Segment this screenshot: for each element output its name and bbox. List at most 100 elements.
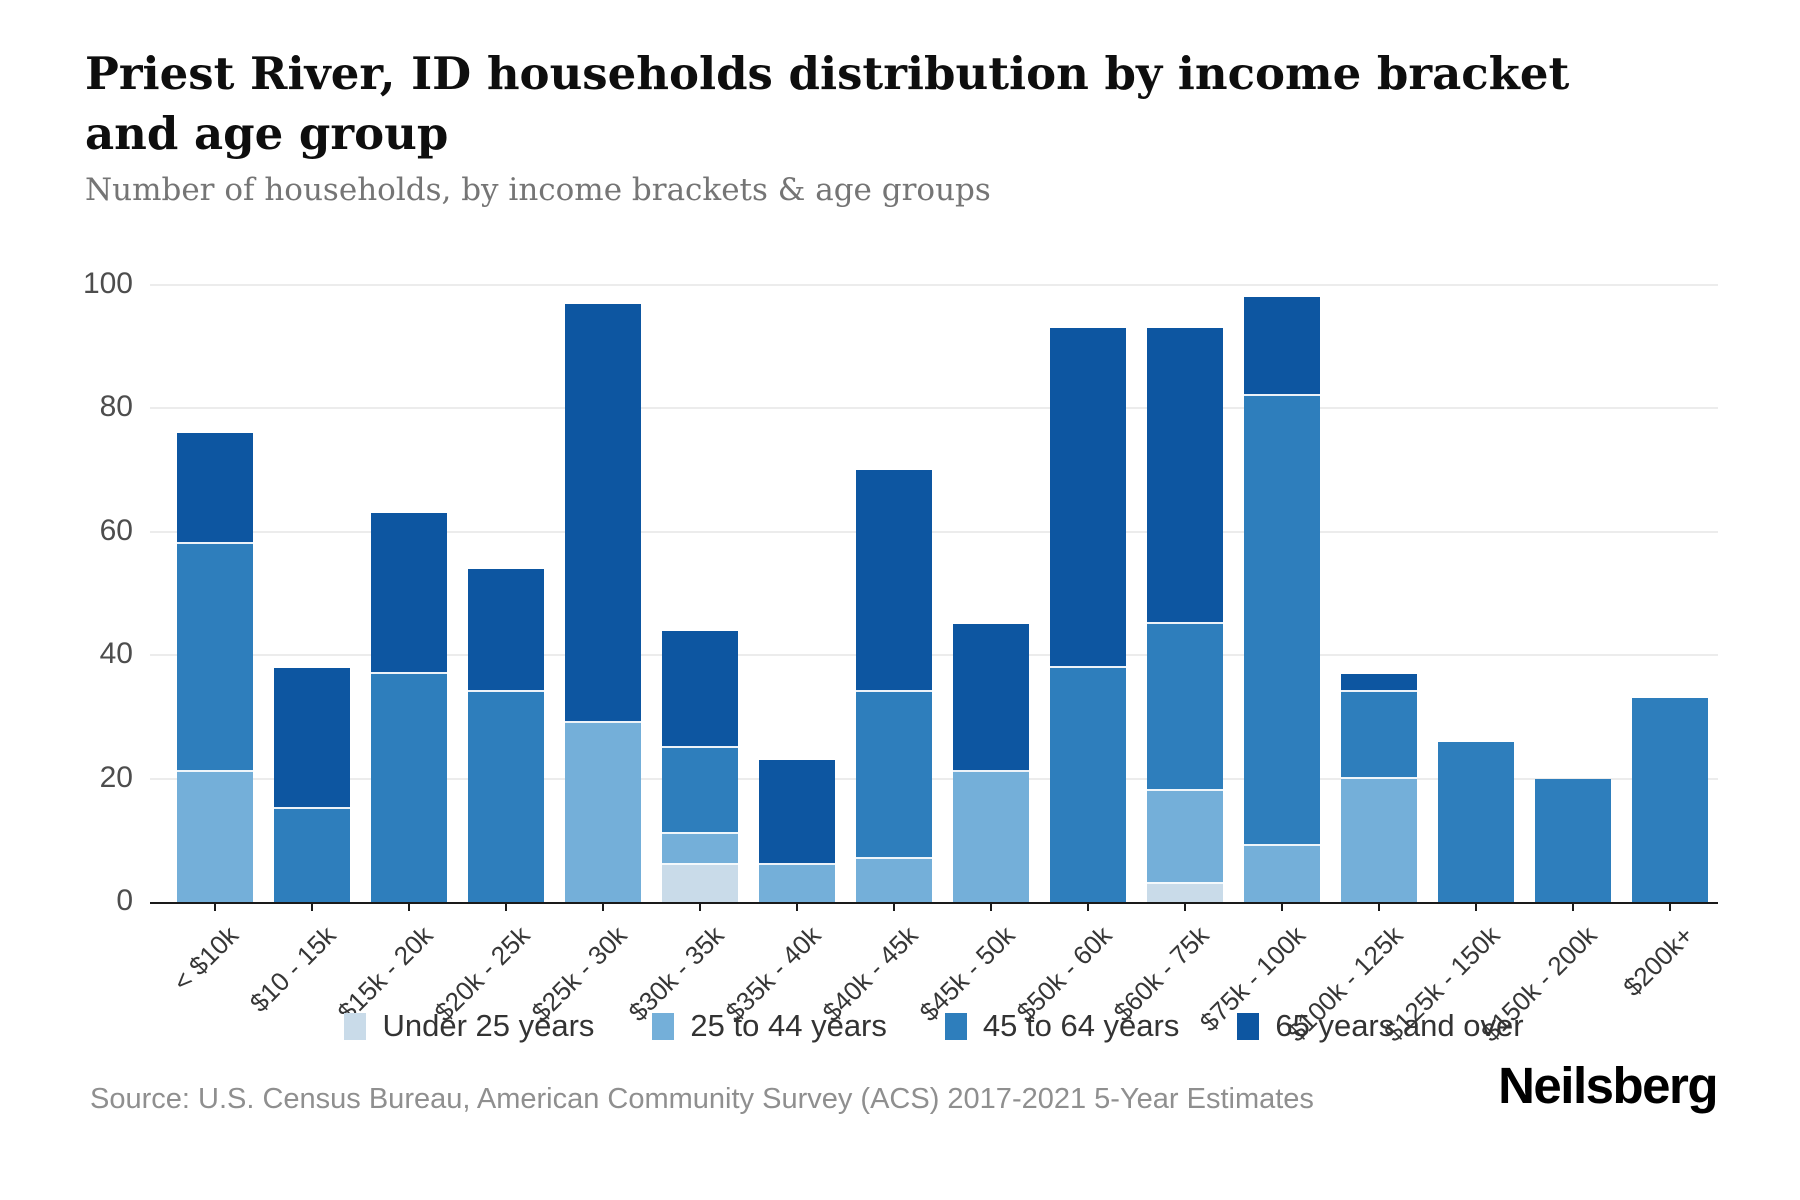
bar-segment-25 to 44 years[interactable] xyxy=(1244,846,1320,902)
bar-segment-45 to 64 years[interactable] xyxy=(1050,667,1126,902)
gridline-y-80 xyxy=(150,407,1718,410)
bar-segment-65 years and over[interactable] xyxy=(856,470,932,693)
x-axis-tick xyxy=(505,902,507,911)
legend-label: 65 years and over xyxy=(1275,1008,1524,1043)
bar-segment-65 years and over[interactable] xyxy=(1341,673,1417,693)
bar-segment-65 years and over[interactable] xyxy=(1050,328,1126,668)
bar-segment-25 to 44 years[interactable] xyxy=(759,864,835,902)
x-axis-tick xyxy=(1087,902,1089,911)
bar-segment-65 years and over[interactable] xyxy=(1147,328,1223,625)
bar-segment-45 to 64 years[interactable] xyxy=(177,544,253,773)
y-axis-tick-label: 80 xyxy=(99,390,133,424)
gridline-y-60 xyxy=(150,530,1718,533)
bar-segment-45 to 64 years[interactable] xyxy=(1244,396,1320,847)
stacked-bar-$20k - 25k[interactable] xyxy=(468,285,544,902)
bar-segment-25 to 44 years[interactable] xyxy=(565,723,641,902)
legend-label: 45 to 64 years xyxy=(982,1008,1180,1043)
x-axis-tick xyxy=(214,902,216,911)
y-axis-tick-label: 40 xyxy=(99,637,133,671)
stacked-bar-< $10k[interactable] xyxy=(177,285,253,902)
stacked-bar-$35k - 40k[interactable] xyxy=(759,285,835,902)
bar-segment-25 to 44 years[interactable] xyxy=(177,772,253,902)
y-axis-tick-label: 20 xyxy=(99,760,133,794)
bar-segment-45 to 64 years[interactable] xyxy=(468,692,544,902)
chart-subtitle: Number of households, by income brackets… xyxy=(85,172,991,208)
chart-title: Priest River, ID households distribution… xyxy=(85,47,1570,160)
stacked-bar-$45k - 50k[interactable] xyxy=(953,285,1029,902)
source-attribution: Source: U.S. Census Bureau, American Com… xyxy=(90,1083,1314,1115)
bar-segment-Under 25 years[interactable] xyxy=(662,864,738,902)
x-axis-line xyxy=(150,902,1718,904)
bar-segment-65 years and over[interactable] xyxy=(371,513,447,674)
gridline-y-40 xyxy=(150,654,1718,657)
plot-area: 0 20 40 60 80 100 < $10k $10 - 15k $15k - 20k $20… xyxy=(83,267,1718,1048)
bar-segment-65 years and over[interactable] xyxy=(565,303,641,724)
legend-item-under-25: Under 25 years xyxy=(344,1008,594,1044)
y-axis-tick-label: 100 xyxy=(82,267,133,300)
bar-segment-25 to 44 years[interactable] xyxy=(1147,790,1223,884)
legend: Under 25 years 25 to 44 years 45 to 64 y… xyxy=(150,1008,1718,1044)
bar-segment-65 years and over[interactable] xyxy=(468,568,544,693)
stacked-bar-$15k - 20k[interactable] xyxy=(371,285,447,902)
legend-label: Under 25 years xyxy=(382,1008,595,1043)
x-axis-tick xyxy=(990,902,992,911)
legend-swatch-65-and-over-icon xyxy=(1237,1012,1260,1040)
bar-segment-45 to 64 years[interactable] xyxy=(1147,624,1223,791)
x-axis-label: $10 - 15k xyxy=(243,920,342,1018)
bar-segment-25 to 44 years[interactable] xyxy=(856,858,932,902)
stacked-bar-$75k - 100k[interactable] xyxy=(1244,285,1320,902)
legend-swatch-25-to-44-icon xyxy=(652,1012,675,1040)
bar-segment-45 to 64 years[interactable] xyxy=(1341,692,1417,779)
x-axis-label: $200k+ xyxy=(1617,920,1700,1003)
x-axis-tick xyxy=(699,902,701,911)
x-axis-tick xyxy=(893,902,895,911)
bar-segment-65 years and over[interactable] xyxy=(274,667,350,810)
bar-segment-65 years and over[interactable] xyxy=(1244,297,1320,397)
gridline-y-20 xyxy=(150,777,1718,780)
legend-label: 25 to 44 years xyxy=(690,1008,887,1043)
y-axis-tick-label: 0 xyxy=(116,884,133,917)
bar-segment-45 to 64 years[interactable] xyxy=(1535,778,1611,902)
bar-segment-25 to 44 years[interactable] xyxy=(662,834,738,865)
legend-swatch-45-to-64-icon xyxy=(944,1012,967,1040)
bar-segment-65 years and over[interactable] xyxy=(662,630,738,748)
bar-segment-Under 25 years[interactable] xyxy=(1147,883,1223,902)
x-axis-tick xyxy=(1475,902,1477,911)
x-axis-tick xyxy=(311,902,313,911)
stacked-bar-$150k - 200k[interactable] xyxy=(1535,285,1611,902)
stacked-bar-$30k - 35k[interactable] xyxy=(662,285,738,902)
bar-segment-65 years and over[interactable] xyxy=(759,760,835,865)
stacked-bar-$125k - 150k[interactable] xyxy=(1438,285,1514,902)
stacked-bar-$60k - 75k[interactable] xyxy=(1147,285,1223,902)
stacked-bar-$50k - 60k[interactable] xyxy=(1050,285,1126,902)
neilsberg-logo: Neilsberg xyxy=(1498,1057,1718,1114)
bar-segment-45 to 64 years[interactable] xyxy=(1438,741,1514,902)
bar-segment-65 years and over[interactable] xyxy=(177,433,253,545)
x-axis-tick xyxy=(1572,902,1574,911)
legend-item-65-and-over: 65 years and over xyxy=(1237,1008,1524,1044)
bar-segment-45 to 64 years[interactable] xyxy=(1632,698,1708,902)
bar-segment-65 years and over[interactable] xyxy=(953,624,1029,773)
stacked-bar-$25k - 30k[interactable] xyxy=(565,285,641,902)
bar-segment-25 to 44 years[interactable] xyxy=(953,772,1029,902)
stacked-bar-$200k+[interactable] xyxy=(1632,285,1708,902)
x-axis-tick xyxy=(1281,902,1283,911)
bar-segment-45 to 64 years[interactable] xyxy=(662,747,738,835)
bar-segment-25 to 44 years[interactable] xyxy=(1341,778,1417,902)
x-axis-tick xyxy=(1184,902,1186,911)
gridline-y-100 xyxy=(150,284,1718,286)
legend-swatch-under-25-icon xyxy=(344,1012,367,1040)
bar-segment-45 to 64 years[interactable] xyxy=(371,673,447,902)
legend-item-45-to-64: 45 to 64 years xyxy=(944,1008,1180,1044)
x-axis-tick xyxy=(602,902,604,911)
stacked-bar-$100k - 125k[interactable] xyxy=(1341,285,1417,902)
stacked-bar-$40k - 45k[interactable] xyxy=(856,285,932,902)
bar-segment-45 to 64 years[interactable] xyxy=(274,809,350,902)
stacked-bar-$10 - 15k[interactable] xyxy=(274,285,350,902)
legend-item-25-to-44: 25 to 44 years xyxy=(652,1008,887,1044)
bar-segment-45 to 64 years[interactable] xyxy=(856,692,932,859)
x-axis-tick xyxy=(408,902,410,911)
x-axis-tick xyxy=(1378,902,1380,911)
x-axis-tick xyxy=(796,902,798,911)
